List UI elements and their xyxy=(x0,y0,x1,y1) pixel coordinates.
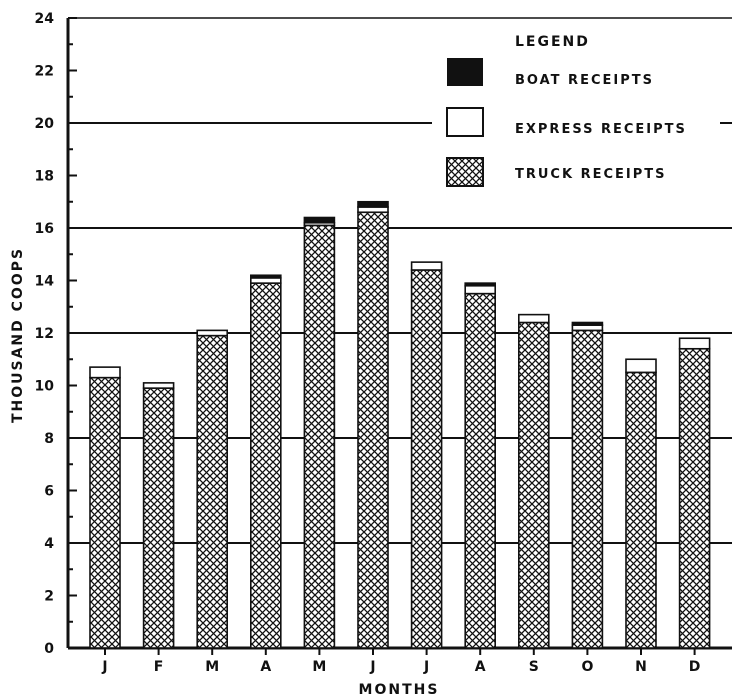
y-tick-label: 22 xyxy=(35,64,54,80)
legend-swatch-truck xyxy=(446,157,484,187)
bar-truck xyxy=(464,292,497,649)
legend-swatch-boat xyxy=(447,58,483,86)
bar-express xyxy=(89,366,121,379)
x-tick-label: O xyxy=(581,659,593,675)
y-tick-label: 6 xyxy=(44,484,54,500)
bar-boat xyxy=(464,282,497,287)
x-tick-label: J xyxy=(369,659,375,675)
bar-truck xyxy=(571,329,604,649)
y-tick-label: 24 xyxy=(35,11,55,27)
y-tick-label: 2 xyxy=(44,589,54,605)
x-axis-label: MONTHS xyxy=(359,682,440,696)
bar-truck xyxy=(250,282,282,649)
bar-truck xyxy=(678,347,711,649)
gridlines xyxy=(68,122,732,544)
y-tick-label: 4 xyxy=(44,536,54,552)
y-tick-label: 14 xyxy=(35,274,55,290)
y-tick-label: 16 xyxy=(35,221,54,237)
y-tick-label: 12 xyxy=(35,326,54,342)
bar-truck xyxy=(89,376,121,649)
y-tick-label: 10 xyxy=(35,379,55,395)
bar-truck xyxy=(410,269,443,649)
x-tick-label: D xyxy=(689,659,701,675)
bar-express xyxy=(196,329,228,337)
x-tick-label: M xyxy=(205,659,219,675)
bar-boat xyxy=(571,321,604,326)
legend-title: LEGEND xyxy=(515,34,590,50)
bar-boat xyxy=(357,200,389,208)
bar-boat xyxy=(250,274,282,279)
bar-boat xyxy=(303,216,336,224)
bar-truck xyxy=(196,334,228,649)
bar-express xyxy=(625,358,657,374)
y-tick-label: 8 xyxy=(44,431,54,447)
bar-express xyxy=(678,337,711,350)
bar-express xyxy=(464,284,497,295)
bar-express xyxy=(517,313,550,324)
legend-swatch-express xyxy=(446,107,484,137)
y-axis-label: THOUSAND COOPS xyxy=(10,247,26,423)
legend-label-boat: BOAT RECEIPTS xyxy=(515,73,654,88)
x-tick-label: M xyxy=(312,659,326,675)
x-tick-label: J xyxy=(423,659,429,675)
y-tick-label: 0 xyxy=(44,641,54,657)
x-tick-label: S xyxy=(529,659,539,675)
x-tick-label: J xyxy=(101,659,107,675)
legend-label-express: EXPRESS RECEIPTS xyxy=(515,122,687,137)
y-tick-label: 18 xyxy=(35,169,54,185)
x-tick-label: A xyxy=(260,659,271,675)
legend-label-truck: TRUCK RECEIPTS xyxy=(515,167,666,182)
bar-truck xyxy=(517,321,550,649)
bar-truck xyxy=(357,211,389,649)
x-tick-label: N xyxy=(635,659,647,675)
legend: LEGEND BOAT RECEIPTS EXPRESS RECEIPTS TR… xyxy=(432,26,720,204)
bar-truck xyxy=(625,371,657,649)
x-tick-label: F xyxy=(154,659,164,675)
bar-express xyxy=(410,261,443,271)
y-tick-label: 20 xyxy=(35,116,55,132)
bar-truck xyxy=(303,224,336,649)
bars xyxy=(89,200,711,649)
bar-express xyxy=(142,382,175,389)
x-tick-label: A xyxy=(475,659,486,675)
bar-truck xyxy=(142,387,175,649)
